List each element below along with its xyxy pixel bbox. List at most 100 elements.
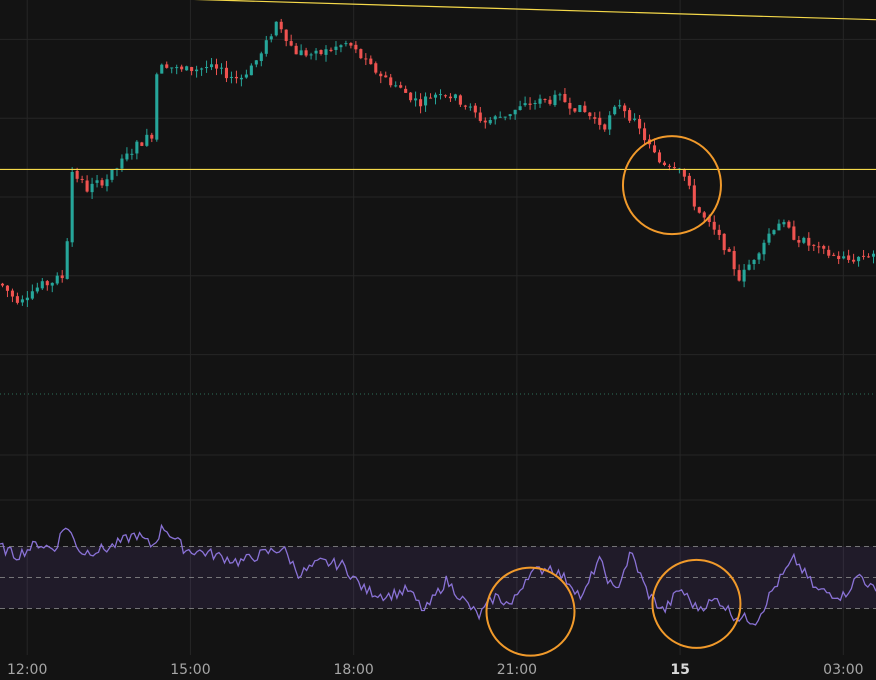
candle-up [523,103,527,106]
candle-down [289,41,293,46]
x-tick-label: 15 [670,662,689,678]
annotation-circles [485,135,742,657]
candle-up [752,260,756,265]
candle-down [662,162,667,166]
candle-down [473,105,477,113]
candle-up [857,256,861,262]
candle-down [140,142,144,146]
candle-up [414,98,418,101]
candle-up [518,106,522,110]
candle-down [727,249,731,252]
candle-up [195,69,199,72]
candle-up [777,223,781,231]
candle-down [190,67,194,72]
candle-up [30,291,34,299]
candle-down [563,94,567,103]
candle-up [219,67,224,69]
candle-down [458,95,462,105]
candle-down [284,29,288,41]
candle-down [359,49,363,59]
candle-up [513,109,517,115]
candle-up [200,68,204,70]
candle-down [5,285,10,291]
candle-up [503,116,507,118]
candle-up [274,21,278,36]
candle-down [463,105,467,107]
candle-down [224,67,229,79]
candle-up [249,65,253,76]
candle-up [468,106,472,108]
candle-down [717,229,721,235]
candle-up [334,46,338,50]
candle-down [722,233,726,251]
candle-up [508,114,512,117]
candle-down [583,105,587,113]
candle-up [339,45,343,48]
candle-down [707,217,711,223]
candle-up [871,253,876,257]
candle-down [75,170,79,179]
candle-down [792,226,796,240]
oscillator-band [0,546,876,609]
candle-up [438,94,443,96]
x-tick-label: 18:00 [333,662,373,678]
x-tick-label: 21:00 [497,662,537,678]
candle-down [702,212,706,218]
candle-down [573,108,577,112]
candle-down [866,256,871,258]
candle-down [628,110,632,121]
candle-up [50,282,54,286]
candle-up [424,96,428,106]
candle-down [478,112,482,121]
candle-up [185,66,189,71]
candle-up [767,233,771,243]
candle-down [623,105,627,112]
candle-up [324,49,328,55]
annotation-circle [651,558,742,649]
candle-down [389,77,393,86]
candle-up [65,241,69,279]
candle-up [762,242,766,255]
candle-down [319,50,323,55]
resistance-trend-line[interactable] [82,0,876,21]
candle-down [404,88,408,93]
candle-down [638,118,642,129]
candle-down [543,99,547,101]
candle-up [618,105,622,107]
candle-down [349,43,353,46]
candle-down [737,270,741,281]
oscillator-band-fill [0,546,876,609]
candle-down [374,63,378,73]
candle-down [354,44,358,50]
candle-up [264,40,268,54]
candle-down [687,175,691,186]
candle-up [747,264,751,270]
candle-down [384,75,388,78]
x-tick-label: 15:00 [170,662,210,678]
oscillator-line [0,523,876,626]
candle-up [90,183,94,193]
candle-up [120,158,124,169]
candle-up [633,118,637,120]
candle-down [548,99,552,104]
annotation-circle [485,566,576,657]
candle-down [862,255,866,257]
candle-up [344,43,348,45]
candle-down [528,103,532,105]
candle-down [812,244,816,246]
grid [0,0,876,655]
candle-up [125,153,129,160]
candle-down [847,255,851,260]
candle-up [782,222,786,225]
candle-up [155,74,159,140]
candle-down [797,240,801,243]
candle-down [598,117,602,125]
candle-up [205,67,209,69]
candle-down [692,185,696,207]
candle-up [229,76,233,78]
candle-up [130,153,134,155]
candle-up [55,275,59,284]
candle-down [852,259,856,262]
x-tick-label: 12:00 [7,662,47,678]
